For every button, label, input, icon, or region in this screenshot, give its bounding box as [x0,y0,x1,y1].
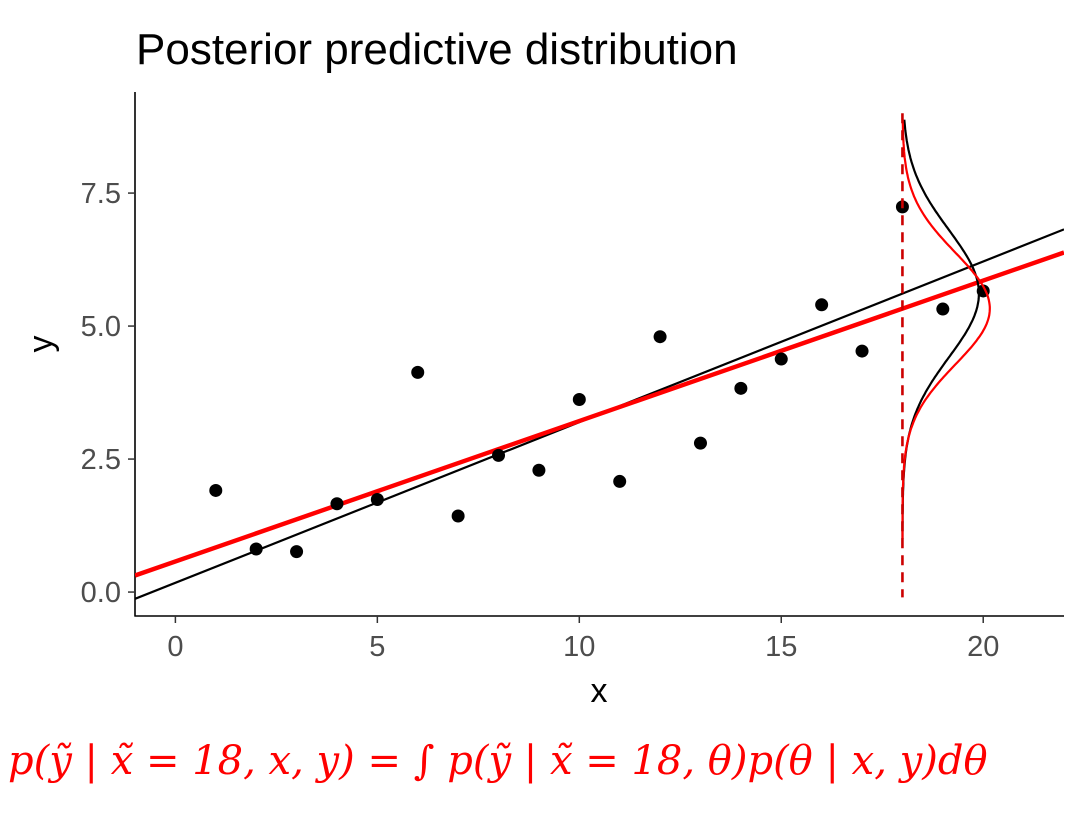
data-point [330,497,344,511]
data-point [492,448,506,462]
data-point [693,436,707,450]
x-tick-label: 10 [563,631,595,663]
data-point [855,344,869,358]
data-point [734,381,748,395]
data-point [411,365,425,379]
x-axis-title: x [591,672,608,710]
predictive-density-red [901,119,991,539]
plot-area: 0 5 10 15 20 0.0 2.5 5.0 7.5 [81,92,1064,663]
data-point [613,474,627,488]
data-point [572,392,586,406]
data-point [815,298,829,312]
x-tick-label: 5 [369,631,385,663]
y-tick-label: 2.5 [81,444,121,476]
data-point [290,545,304,559]
y-axis-title: y [22,336,60,353]
data-point [936,302,950,316]
y-tick-label: 0.0 [81,577,121,609]
x-tick-label: 20 [967,631,999,663]
predictive-density-black [901,119,981,539]
x-tick-label: 15 [765,631,797,663]
data-point [370,492,384,506]
y-tick-label: 7.5 [81,178,121,210]
y-tick-label: 5.0 [81,311,121,343]
x-tick-label: 0 [167,631,183,663]
data-point [249,542,263,556]
data-point [451,509,465,523]
data-point [653,330,667,344]
data-point [209,483,223,497]
chart-title: Posterior predictive distribution [136,25,738,74]
data-point [774,352,788,366]
posterior-predictive-formula: p(ỹ | x̃ = 18, x, y) = ∫ p(ỹ | x̃ = 18, … [8,738,988,784]
data-point [532,463,546,477]
regression-line-red [135,250,1064,578]
